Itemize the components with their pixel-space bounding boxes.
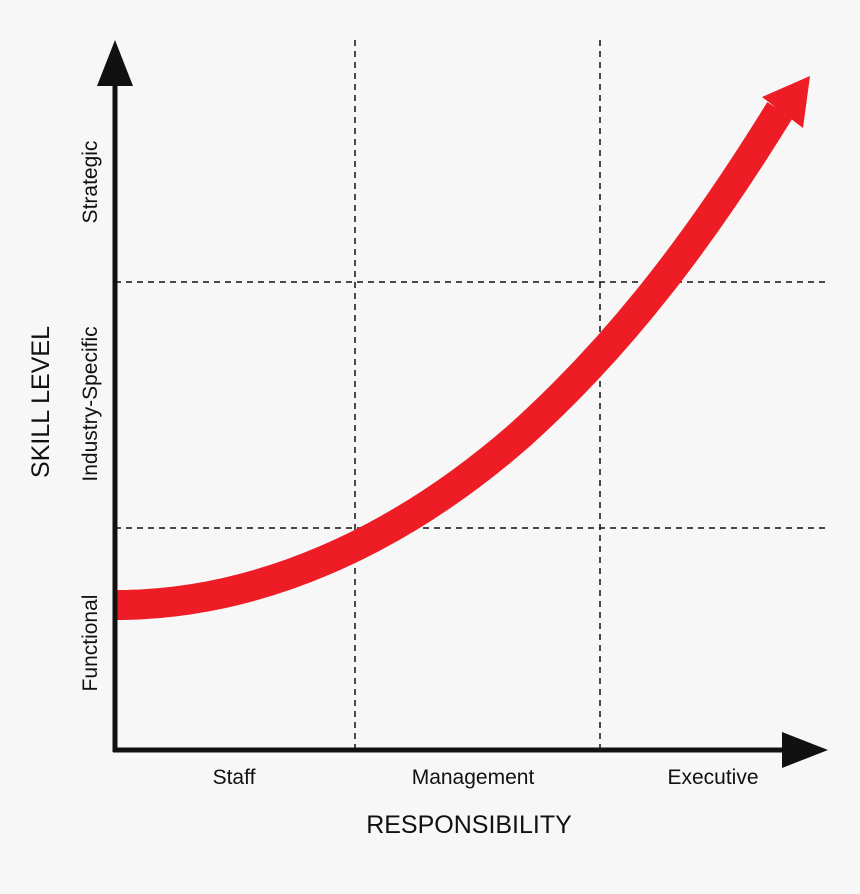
column-label-management: Management (412, 766, 535, 789)
column-label-executive: Executive (667, 766, 758, 789)
row-label-strategic: Strategic (79, 141, 102, 224)
y-axis-arrowhead-icon (97, 40, 133, 86)
growth-curve (115, 102, 793, 620)
column-label-staff: Staff (213, 766, 256, 789)
x-axis-arrowhead-icon (782, 732, 828, 768)
y-axis-title: SKILL LEVEL (27, 326, 55, 478)
grid-lines (115, 40, 830, 750)
growth-curve-arrowhead (762, 76, 810, 128)
row-label-functional: Functional (79, 595, 102, 692)
x-axis-title: RESPONSIBILITY (366, 811, 572, 839)
row-label-industry-specific: Industry-Specific (79, 326, 102, 481)
axes (97, 40, 828, 768)
